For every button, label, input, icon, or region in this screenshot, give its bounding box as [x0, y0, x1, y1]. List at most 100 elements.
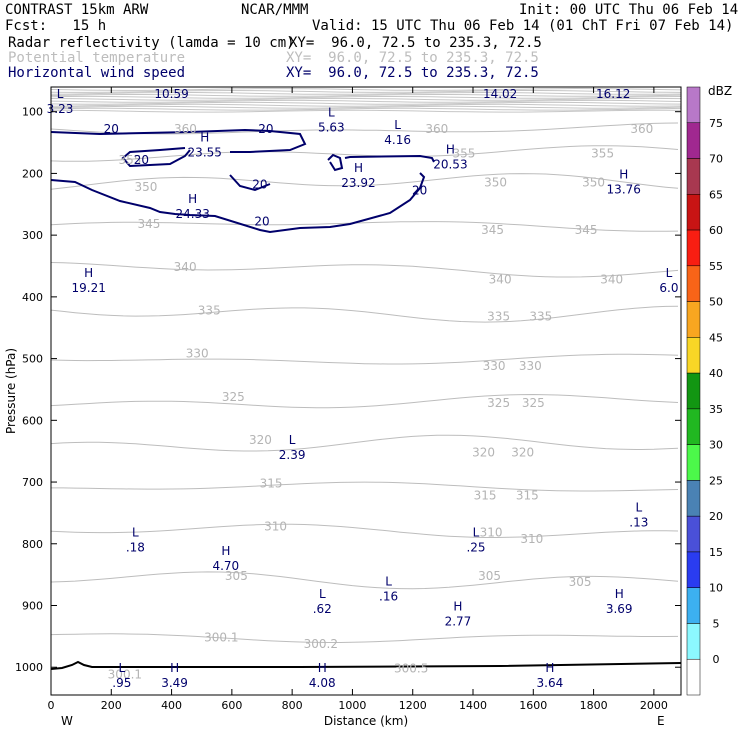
theta-label: 325 — [487, 396, 510, 410]
extremum-marker: H — [200, 130, 209, 144]
extremum-value: 3.69 — [606, 602, 633, 616]
theta-contour-line — [51, 305, 679, 323]
theta-label: 350 — [134, 180, 157, 194]
theta-label: 300.1 — [204, 631, 238, 645]
theta-label: 310 — [520, 532, 543, 546]
wind-labels: 20 20 20 20 20 20 — [104, 122, 428, 229]
theta-label: 315 — [516, 489, 539, 503]
extremum-value: 2.77 — [445, 614, 472, 628]
upper-theta-line — [51, 89, 681, 93]
colorbar-level: 0 — [713, 653, 720, 666]
theta-label: 350 — [582, 176, 605, 190]
theta-label: 360 — [425, 122, 448, 136]
field-reflectivity-name: Radar reflectivity (lamda = 10 cm) — [8, 35, 295, 51]
colorbar-level: 15 — [709, 546, 723, 559]
theta-label: 300.5 — [394, 661, 428, 675]
extremum-value: 20.53 — [433, 158, 467, 172]
extremum-marker: H — [354, 161, 363, 175]
east-label: E — [657, 714, 665, 728]
theta-label: 315 — [474, 489, 497, 503]
x-tick-label: 600 — [221, 699, 242, 712]
x-tick-label: 1600 — [519, 699, 547, 712]
y-axis-label: Pressure (hPa) — [4, 348, 18, 434]
theta-label: 320 — [249, 433, 272, 447]
extremum-marker: H — [453, 599, 462, 613]
theta-label: 360 — [174, 122, 197, 136]
extremum-marker: H — [84, 266, 93, 280]
x-tick-label: 1800 — [580, 699, 608, 712]
forecast-hour: Fcst: 15 h — [5, 18, 107, 34]
extremum-value: 13.76 — [607, 182, 641, 196]
extremum-marker: L — [385, 575, 392, 589]
theta-label: 345 — [481, 223, 504, 237]
theta-label: 345 — [138, 217, 161, 231]
extremum-marker: L — [394, 118, 401, 132]
x-axis: 0 200 400 600 800 1000 1200 1400 1600 1800 2000 — [48, 87, 668, 712]
wind-contour-20 — [121, 147, 191, 168]
extremum-value: .95 — [112, 676, 131, 690]
theta-label: 330 — [483, 359, 506, 373]
field-theta-name: Potential temperature — [8, 50, 186, 66]
extremum-value: 3.23 — [47, 102, 74, 116]
theta-label: 330 — [519, 359, 542, 373]
field-wind-name: Horizontal wind speed — [8, 65, 186, 81]
y-tick-label: 1000 — [15, 661, 43, 674]
colorbar-swatch — [686, 623, 701, 660]
upper-theta-line — [51, 101, 681, 105]
theta-label: 340 — [174, 260, 197, 274]
wind-contour-20 — [51, 172, 426, 234]
y-tick-label: 100 — [22, 106, 43, 119]
wind-contour-20 — [229, 174, 271, 192]
theta-label: 355 — [119, 153, 142, 167]
theta-label: 345 — [575, 223, 598, 237]
x-tick-label: 1400 — [459, 699, 487, 712]
plot-frame — [50, 86, 682, 696]
upper-theta-line — [51, 109, 681, 113]
extremum-marker: L — [289, 433, 296, 447]
field-wind-xy: XY= 96.0, 72.5 to 235.3, 72.5 — [286, 65, 539, 81]
extremum-value: 3.64 — [537, 676, 564, 690]
y-tick-label: 800 — [22, 538, 43, 551]
extremum-value: 4.70 — [212, 559, 239, 573]
colorbar-level: 5 — [713, 617, 720, 630]
theta-label: 305 — [225, 569, 248, 583]
plot-area — [51, 87, 681, 695]
theta-label: 335 — [487, 310, 510, 324]
theta-label: 310 — [264, 519, 287, 533]
theta-contour-line — [51, 122, 679, 135]
theta-label: 340 — [600, 273, 623, 287]
y-tick-label: 200 — [22, 167, 43, 180]
colorbar-level: 20 — [709, 510, 723, 523]
upper-theta-line — [51, 103, 681, 107]
extremum-value: .16 — [379, 590, 398, 604]
colorbar-swatch — [686, 551, 701, 588]
extremum-marker: L — [328, 106, 335, 120]
extremum-value: .18 — [126, 540, 145, 554]
colorbar-swatch — [686, 444, 701, 481]
extremum-marker: L — [319, 587, 326, 601]
extremum-marker: H — [619, 167, 628, 181]
extremum-value: .13 — [629, 516, 648, 530]
extremum-value: 6.0 — [659, 281, 678, 295]
colorbar-swatch — [686, 587, 701, 624]
colorbar-swatch — [686, 372, 701, 410]
theta-label: 320 — [511, 445, 534, 459]
wind-label: 20 — [252, 178, 267, 192]
extremum-value: .62 — [313, 602, 332, 616]
wind-label: 20 — [258, 122, 273, 136]
theta-contour-line — [51, 353, 679, 365]
theta-labels: 360 360 360 355 355 355 350 350 350 345 345 345 340 3… — [108, 122, 654, 682]
theta-label: 320 — [472, 445, 495, 459]
colorbar-swatch — [686, 158, 701, 195]
theta-contour-line — [51, 434, 679, 452]
upper-theta-contours — [51, 87, 681, 113]
wind-label: 20 — [254, 215, 269, 229]
extremum-value: 3.49 — [161, 676, 188, 690]
wind-contours — [51, 128, 435, 234]
x-tick-label: 800 — [282, 699, 303, 712]
colorbar-swatch — [686, 337, 701, 374]
extremum-value: 24.33 — [175, 207, 209, 221]
theta-contour-line — [51, 633, 679, 643]
y-tick-label: 700 — [22, 476, 43, 489]
west-label: W — [61, 714, 73, 728]
